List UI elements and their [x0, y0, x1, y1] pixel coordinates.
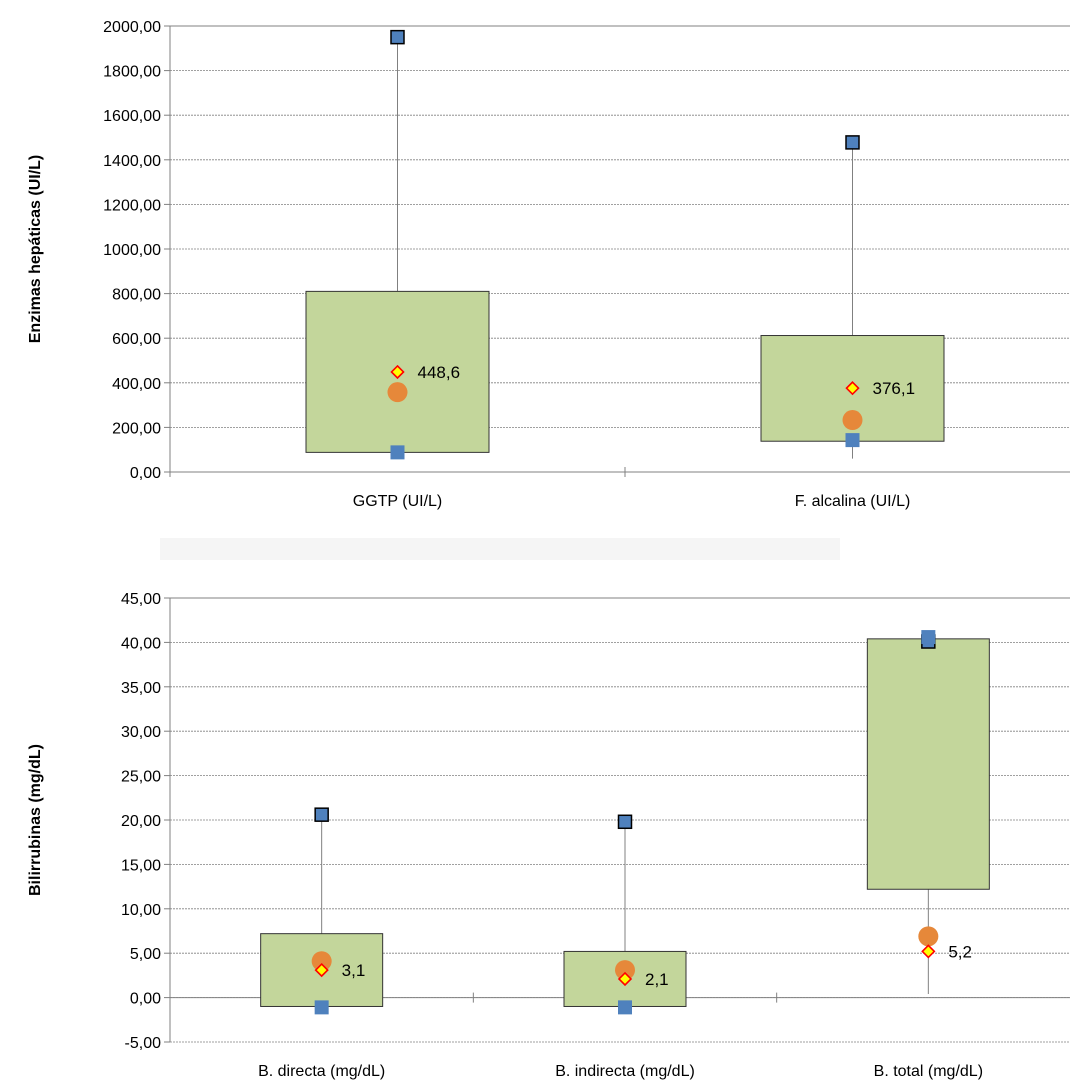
- y-tick-label: 10,00: [121, 902, 161, 919]
- x-category-label: B. directa (mg/dL): [258, 1063, 385, 1080]
- y-tick-label: 15,00: [121, 857, 161, 874]
- mean-data-label: 3,1: [342, 961, 366, 980]
- y-tick-label: 25,00: [121, 769, 161, 786]
- y-tick-label: 200,00: [112, 420, 161, 437]
- y-axis-title: Bilirrubinas (mg/dL): [27, 744, 44, 896]
- median-marker: [615, 960, 635, 981]
- y-tick-label: 1200,00: [103, 197, 161, 214]
- y-tick-label: 5,00: [130, 946, 161, 963]
- median-marker: [387, 382, 408, 403]
- max-marker: [314, 807, 329, 822]
- mean-marker: [617, 971, 633, 987]
- mean-data-label: 2,1: [645, 970, 669, 989]
- min-marker: [845, 433, 860, 448]
- max-marker: [845, 135, 860, 150]
- y-axis-title: Enzimas hepáticas (UI/L): [27, 155, 44, 344]
- mean-data-label: 448,6: [418, 363, 461, 382]
- y-tick-label: 1000,00: [103, 242, 161, 259]
- y-tick-label: 0,00: [130, 991, 161, 1008]
- median-marker: [311, 951, 332, 972]
- min-marker: [390, 445, 405, 460]
- mean-data-label: 376,1: [873, 379, 916, 398]
- x-category-label: B. total (mg/dL): [874, 1063, 983, 1080]
- y-tick-label: 40,00: [121, 635, 161, 652]
- median-marker: [918, 926, 939, 947]
- y-tick-label: 35,00: [121, 680, 161, 697]
- y-tick-label: 1400,00: [103, 153, 161, 170]
- y-tick-label: 800,00: [112, 287, 161, 304]
- x-category-label: GGTP (UI/L): [353, 493, 443, 510]
- x-category-label: B. indirecta (mg/dL): [555, 1063, 695, 1080]
- max-marker: [617, 814, 633, 830]
- y-tick-label: 0,00: [130, 465, 161, 482]
- y-tick-label: 600,00: [112, 331, 161, 348]
- mean-marker: [845, 380, 860, 396]
- mean-marker: [314, 962, 329, 978]
- y-tick-label: 1800,00: [103, 64, 161, 81]
- min-marker: [618, 1000, 632, 1015]
- y-tick-label: 1600,00: [103, 108, 161, 125]
- min-marker: [314, 1000, 329, 1015]
- mean-data-label: 5,2: [948, 942, 972, 961]
- box-rect: [866, 638, 990, 890]
- mean-marker: [390, 364, 405, 380]
- y-tick-label: 2000,00: [103, 19, 161, 36]
- chart-2: -5,00 0,00 5,00 10,00 15,00 20,00 25,00 30,00 35…: [27, 591, 1070, 1080]
- median-marker: [842, 410, 863, 431]
- y-tick-label: 30,00: [121, 724, 161, 741]
- background-watermark-band: [160, 538, 840, 560]
- chart-1: 0,00 200,00 400,00 600,00 800,00 1000,00 1200,…: [27, 19, 1070, 510]
- y-tick-label: 45,00: [121, 591, 161, 608]
- y-tick-label: 400,00: [112, 376, 161, 393]
- min-marker: [921, 630, 936, 645]
- y-tick-label: 20,00: [121, 813, 161, 830]
- x-category-label: F. alcalina (UI/L): [795, 493, 911, 510]
- mean-marker: [921, 944, 936, 959]
- y-tick-label: -5,00: [125, 1035, 162, 1052]
- max-marker: [390, 29, 405, 45]
